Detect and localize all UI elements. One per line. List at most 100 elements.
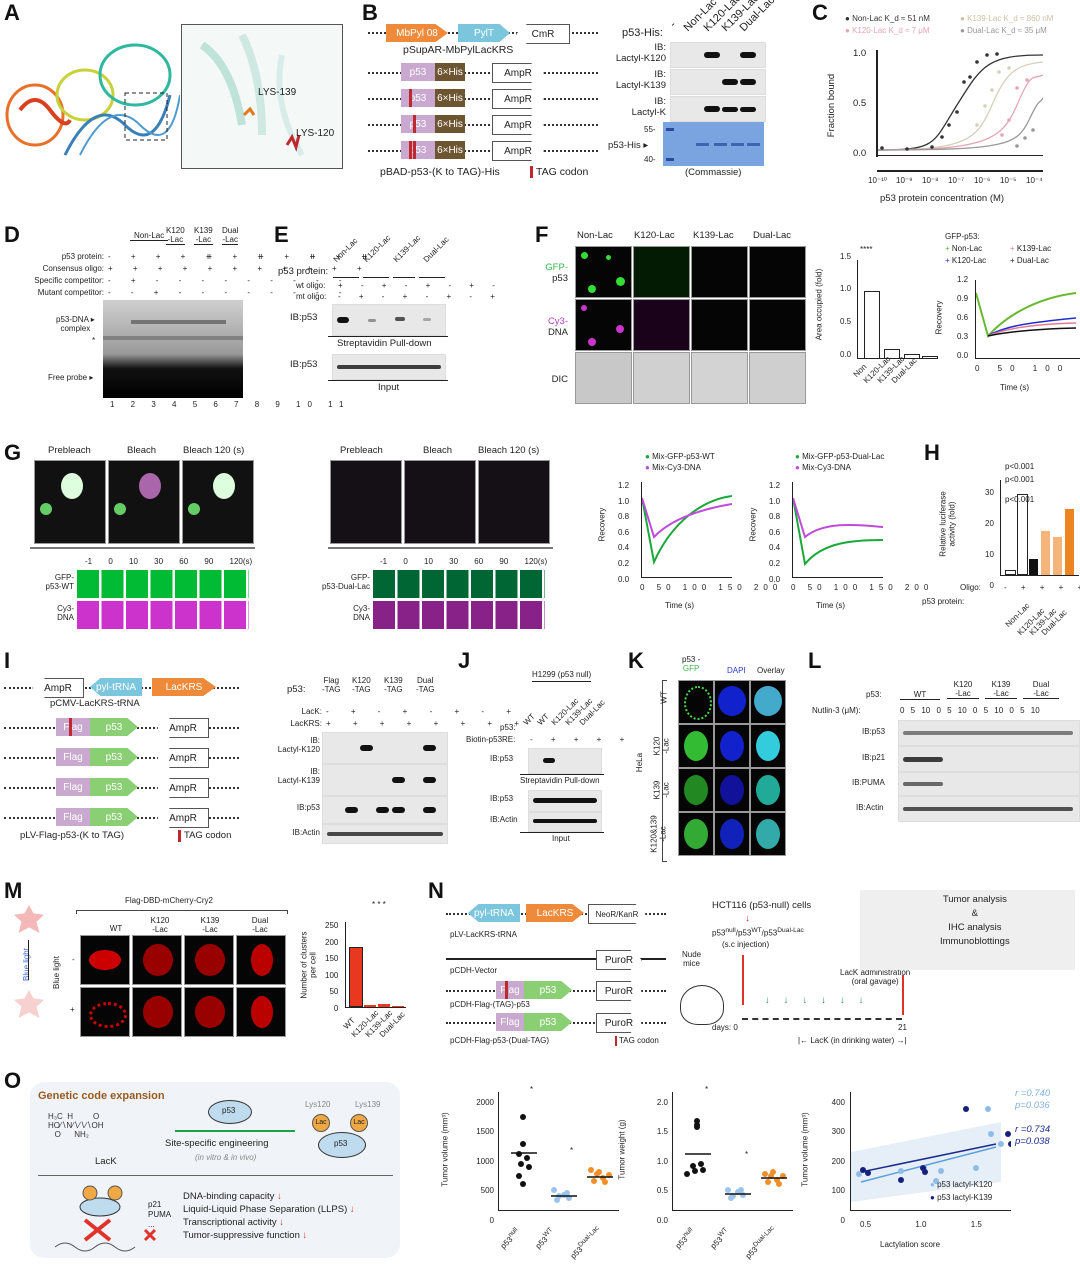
tag-codon-legend-icon <box>178 830 181 842</box>
gene-flag: Flag <box>56 748 90 766</box>
tag-codon-legend-icon <box>530 166 533 178</box>
legend-item: ● Mix-Cy3-DNA <box>795 463 851 472</box>
blot-row-label: Lactyl-K139 <box>615 80 666 91</box>
tag-codon-legend-icon <box>615 1036 617 1046</box>
image-bleach120-wt <box>182 460 254 544</box>
group-label: K120-Lac <box>166 226 185 245</box>
image-bleach-dual <box>404 460 476 544</box>
lane-label: WT <box>535 711 551 727</box>
endpoint-label: Tumor analysis & IHC analysis Immunoblottin… <box>940 894 1010 947</box>
p53-dna-diagram <box>54 1185 165 1255</box>
x-ticks: 0 50 100 150 200 <box>975 364 1080 373</box>
column-header: K139-Lac <box>200 916 220 934</box>
y-axis-label: Fraction bound <box>826 73 838 138</box>
gene-6xhis: 6×His <box>435 89 465 107</box>
legend-item: + K139-Lac <box>1010 244 1052 253</box>
x-axis-label: Time (s) <box>665 601 695 610</box>
blot-caption: Streptavidin Pull-down <box>337 338 432 349</box>
panel-label-h: H <box>924 440 940 465</box>
arrow-icon: ↓ <box>745 913 750 924</box>
plasmid-name: pCMV-LacKRS-tRNA <box>50 698 140 709</box>
gene-p53: p53 <box>90 808 138 826</box>
chart-f-bar <box>857 260 938 359</box>
plasmid-name: pLV-Flag-p53-(K to TAG) <box>20 830 125 841</box>
column-header: Bleach <box>127 445 157 456</box>
x-tick: 10⁻⁷ <box>948 176 965 185</box>
row-label: + <box>70 1005 75 1014</box>
chart-tumor-volume <box>498 1092 619 1211</box>
column-header: Bleach 120 (s) <box>183 445 245 456</box>
significance: **** <box>860 245 873 254</box>
row-label: - <box>72 955 75 964</box>
gene-pyl-trna: pyl-tRNA <box>90 678 142 696</box>
row-label: LacKRS: <box>290 719 322 728</box>
gene-p53: p53 <box>90 748 138 766</box>
y-tick: 1.5 <box>840 252 852 261</box>
lack-structure: H₃C H O HO⁄∖N⁄∖⁄∖⁄∖OH O NH₂ <box>48 1112 104 1139</box>
y-axis-label: Number of clusters per cell <box>299 931 318 999</box>
row-label: GFP-p53-WT <box>45 573 74 591</box>
blot-p53 <box>322 796 448 824</box>
gene-flag: Flag <box>56 808 90 826</box>
x-tick: 10⁻⁶ <box>974 176 991 185</box>
image-cy3-dual <box>749 299 806 351</box>
y-tick: 1.2 <box>957 275 969 284</box>
column-header: Dual-Lac <box>251 916 269 934</box>
significance: * <box>745 1150 749 1159</box>
mw-marker: 40- <box>644 155 656 164</box>
endpoint-box <box>860 890 1075 970</box>
x-tick: 10⁻⁵ <box>1000 176 1017 185</box>
gene-flag: Flag <box>496 981 524 999</box>
blot-row-label: IB: <box>654 96 666 107</box>
legend-item: ● p53 lactyl-K139 <box>930 1193 993 1202</box>
panel-label-m: M <box>4 878 23 903</box>
image-dic-k120 <box>633 352 690 404</box>
y-tick: 0.6 <box>957 313 969 322</box>
group-label: K120-Lac <box>947 680 979 699</box>
row-label: wt oligo: <box>296 281 326 290</box>
lac-badge: Lac <box>350 1114 368 1132</box>
plasmid-name: pLV-LacKRS-tRNA <box>450 930 517 939</box>
site-label: Lys139 <box>355 1100 381 1109</box>
divider <box>38 1175 393 1176</box>
gel-label: p53-His ▸ <box>608 140 649 151</box>
cells-label: HCT116 (p53-null) cells <box>712 900 812 911</box>
legend-item: + K120-Lac <box>945 256 987 265</box>
x-tick: p53WT <box>708 1226 730 1251</box>
image-gfp-k139 <box>691 246 748 298</box>
gene-lackrs: LacKRS <box>152 678 216 696</box>
row-label: Nutlin-3 (μM): <box>812 706 861 715</box>
gene-ampr: AmpR <box>492 115 544 135</box>
timelapse-gfp-dual <box>373 570 545 598</box>
gel-caption: (Commassie) <box>685 167 742 178</box>
panel-label-b: B <box>362 0 378 25</box>
gene-p53: p53 <box>401 115 435 133</box>
y-ticks: 1.2 1.0 0.8 0.6 0.4 0.2 0.0 <box>769 481 781 584</box>
panel-label-e: E <box>274 222 289 247</box>
p-value: p<0.001 <box>1005 495 1035 504</box>
row-values: 0 5 10 0 5 10 0 5 10 0 5 10 <box>900 706 1040 715</box>
plasmid-name: pCDH-Flag-p53-(Dual-TAG) <box>450 1036 549 1045</box>
legend-k120-lac: ● K120-Lac K_d ≈ 7 μM <box>845 26 930 35</box>
legend-item: + Dual-Lac <box>1010 256 1049 265</box>
gene-pylt: PylT <box>458 24 510 42</box>
legend-item: ● Mix-Cy3-DNA <box>645 463 701 472</box>
column-header: K120-Lac <box>150 916 170 934</box>
legend-dual-lac: ● Dual-Lac K_d ≈ 35 μM <box>960 26 1047 35</box>
y-ticks: 2.0 1.5 1.0 0.5 0.0 <box>656 1098 668 1225</box>
column-header: DAPI <box>727 666 746 675</box>
x-tick: p53Dual-Lac <box>743 1224 776 1261</box>
cell-line-header: H1299 (p53 null) <box>532 670 592 682</box>
legend-title: GFP-p53: <box>945 232 980 241</box>
x-axis-label: Time (s) <box>816 601 846 610</box>
p-value: p<0.001 <box>1005 475 1035 484</box>
construct-title: Flag-DBD-mCherry-Cry2 <box>125 896 214 905</box>
y-tick: 0.9 <box>957 294 969 303</box>
lane-numbers: 1 2 3 4 5 6 7 8 9 10 11 <box>110 400 351 409</box>
blot-lactyl-k139 <box>670 69 766 95</box>
legend-non-lac: ● Non-Lac K_d ≈ 51 nM <box>845 14 930 23</box>
column-header: p53 - GFP <box>682 655 701 673</box>
gene-pyl-trna: pyl-tRNA <box>468 904 520 922</box>
blot-row-label: Lactyl-K <box>631 107 666 118</box>
blot-caption: Streptavidin Pull-down <box>520 776 600 785</box>
